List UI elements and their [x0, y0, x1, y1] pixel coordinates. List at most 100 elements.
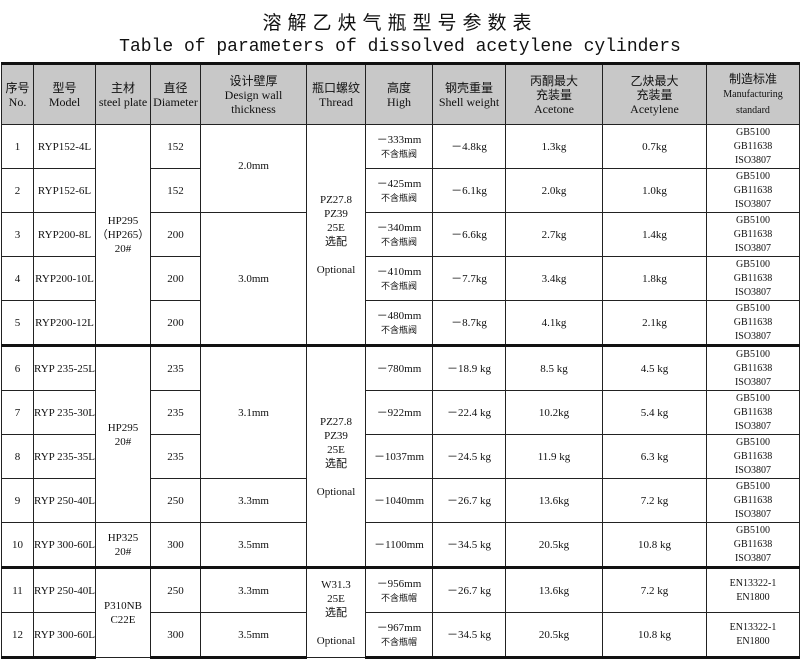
shell-weight-cell-text: －18.9 kg — [447, 362, 491, 375]
header-diameter: 直径 Diameter — [150, 62, 201, 125]
acetylene-cell: 10.8 kg — [602, 522, 707, 568]
table-row: 12 RYP 300-60L 300 3.5mm －967mm 不含瓶帽 －34.5 kg 2… — [1, 612, 800, 659]
header-acetylene-text: 乙炔最大 — [630, 73, 679, 88]
row-number-text: 5 — [14, 316, 21, 329]
diameter-cell: 300 — [150, 612, 201, 659]
high-cell: －410mm 不含瓶阀 — [365, 256, 433, 301]
acetylene-cell-text: 4.5 kg — [640, 362, 669, 375]
wall-thickness-cell-text: 2.0mm — [238, 160, 269, 172]
thread-cell-text: 选配 — [325, 235, 347, 248]
standard-cell-text: GB11638 — [733, 272, 773, 284]
header-diameter-text: 直径 — [163, 80, 188, 95]
diameter-cell: 235 — [150, 390, 201, 435]
row-number-text: 8 — [14, 450, 21, 463]
thread-cell-text: 25E — [327, 593, 345, 605]
model-cell: RYP 300-60L — [33, 522, 96, 568]
diameter-cell: 200 — [150, 212, 201, 257]
header-steel-plate-text: steel plate — [98, 94, 148, 109]
wall-thickness-cell-text: 3.1mm — [238, 406, 269, 419]
header-standard-text: Manufacturing — [723, 88, 783, 100]
steel-plate-cell-text: C22E — [110, 614, 136, 626]
model-cell: RYP 250-40L — [33, 478, 96, 523]
standard-cell-text: ISO3807 — [734, 286, 772, 298]
standard-cell-text: GB11638 — [733, 538, 773, 550]
wall-thickness-cell-text: 3.0mm — [238, 272, 269, 285]
wall-thickness-cell-text: 3.5mm — [238, 538, 269, 551]
acetylene-cell: 1.4kg — [602, 212, 707, 257]
thread-cell: PZ27.8 PZ39 25E 选配 Optional — [306, 344, 366, 568]
thread-cell-text: Optional — [316, 263, 356, 276]
row-number-text: 6 — [14, 362, 21, 375]
diameter-cell: 200 — [150, 256, 201, 301]
title-english: Table of parameters of dissolved acetyle… — [119, 37, 681, 57]
acetone-cell-text: 20.5kg — [538, 538, 570, 551]
row-number: 12 — [1, 612, 34, 659]
header-acetylene-text: 充装量 — [636, 87, 673, 102]
high-cell: －333mm 不含瓶阀 — [365, 124, 433, 169]
row-number: 9 — [1, 478, 34, 523]
row-number: 11 — [1, 566, 34, 613]
shell-weight-cell-text: －34.5 kg — [447, 628, 491, 641]
standard-cell-text: GB11638 — [733, 362, 773, 374]
header-wall-thickness: 设计壁厚 Design wall thickness — [200, 62, 307, 125]
standard-cell-text: ISO3807 — [734, 376, 772, 388]
wall-thickness-cell-text: 3.5mm — [238, 628, 269, 641]
header-standard-text: standard — [736, 104, 770, 116]
standard-cell-text: EN1800 — [736, 635, 770, 647]
standard-cell-text: GB11638 — [733, 450, 773, 462]
steel-plate-cell: HP325 20# — [95, 522, 151, 568]
high-cell-text: －425mm — [376, 177, 422, 190]
high-cell: －922mm — [365, 390, 433, 435]
standard-cell-text: ISO3807 — [734, 508, 772, 520]
standard-cell-text: GB5100 — [736, 436, 770, 448]
row-number: 3 — [1, 212, 34, 257]
acetone-cell: 13.6kg — [505, 478, 603, 523]
header-acetone: 丙酮最大 充装量 Acetone — [505, 62, 603, 125]
thread-cell-text: 25E — [327, 221, 345, 234]
steel-plate-cell-text: 20# — [114, 545, 132, 558]
header-model-text: Model — [48, 94, 81, 109]
standard-cell-text: GB11638 — [733, 494, 773, 506]
thread-cell-text: Optional — [316, 635, 356, 647]
shell-weight-cell-text: －4.8kg — [451, 140, 487, 153]
row-number: 7 — [1, 390, 34, 435]
shell-weight-cell: －26.7 kg — [432, 566, 506, 613]
high-cell: －967mm 不含瓶帽 — [365, 612, 433, 659]
header-no: 序号 No. — [1, 62, 34, 125]
acetylene-cell: 7.2 kg — [602, 566, 707, 613]
standard-cell-text: EN13322-1 — [729, 621, 777, 633]
standard-cell: GB5100 GB11638 ISO3807 — [706, 344, 800, 391]
header-model-text: 型号 — [52, 80, 77, 95]
acetylene-cell: 10.8 kg — [602, 612, 707, 659]
acetone-cell: 8.5 kg — [505, 344, 603, 391]
steel-plate-cell-text: 20# — [114, 242, 132, 255]
header-steel-plate-text: 主材 — [110, 80, 135, 95]
model-cell: RYP200-10L — [33, 256, 96, 301]
acetone-cell: 3.4kg — [505, 256, 603, 301]
table-row: 4 RYP200-10L 200 －410mm 不含瓶阀 －7.7kg 3.4kg 1.8kg… — [1, 256, 800, 301]
acetone-cell-text: 4.1kg — [541, 316, 567, 329]
thread-cell-text: PZ27.8 — [319, 415, 353, 428]
high-cell-text: 不含瓶帽 — [380, 636, 417, 647]
table-row: 2 RYP152-6L 152 －425mm 不含瓶阀 －6.1kg 2.0kg 1.0kg G… — [1, 168, 800, 213]
shell-weight-cell: －34.5 kg — [432, 612, 506, 659]
row-number-text: 4 — [14, 272, 21, 285]
high-cell-text: 不含瓶阀 — [380, 236, 417, 247]
model-cell: RYP 235-25L — [33, 344, 96, 391]
acetylene-cell: 0.7kg — [602, 124, 707, 169]
row-number: 10 — [1, 522, 34, 568]
standard-cell-text: ISO3807 — [734, 552, 772, 564]
high-cell-text: －1037mm — [373, 450, 425, 463]
standard-cell: GB5100 GB11638 ISO3807 — [706, 124, 800, 169]
header-no-text: 序号 — [5, 80, 30, 95]
acetylene-cell-text: 5.4 kg — [640, 406, 669, 419]
row-number-text: 10 — [12, 538, 23, 551]
model-cell: RYP200-8L — [33, 212, 96, 257]
standard-cell-text: GB5100 — [736, 524, 770, 536]
wall-thickness-cell: 3.5mm — [200, 522, 307, 568]
wall-thickness-cell-text: 3.3mm — [238, 584, 269, 597]
table-header-row: 序号 No. 型号 Model 主材 steel plate 直径 Diameter 设计壁厚 D… — [1, 62, 800, 125]
header-diameter-text: Diameter — [153, 94, 198, 109]
table-row: 11 RYP 250-40L P310NB C22E 250 3.3mm W31.3 25E 选… — [1, 566, 800, 658]
model-cell-text: RYP152-4L — [37, 140, 92, 153]
